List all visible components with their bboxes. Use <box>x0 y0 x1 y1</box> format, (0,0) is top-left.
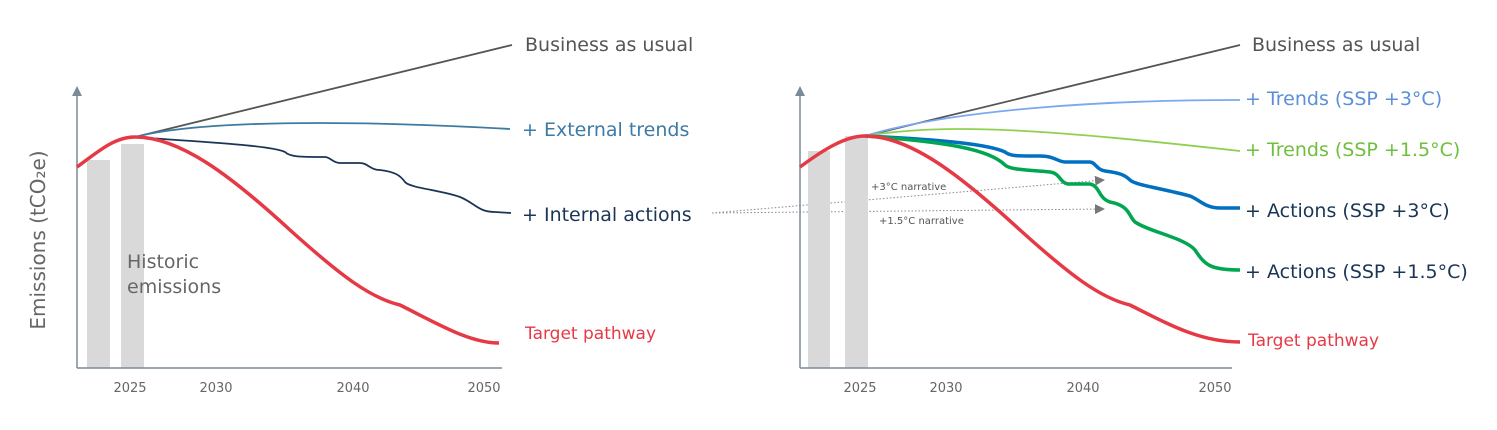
label-internal-actions: + Internal actions <box>522 204 692 226</box>
label-trends-3c: + Trends (SSP +3°C) <box>1245 88 1442 110</box>
historic-bar <box>808 151 830 368</box>
label-external-trends: + External trends <box>522 119 689 141</box>
historic-bar <box>121 144 144 368</box>
target-pathway-line <box>798 134 1241 344</box>
x-tick: 2030 <box>199 381 232 396</box>
right-panel: 2025 2030 2040 2050 +3°C narrative +1.5°… <box>795 34 1468 396</box>
x-tick: 2030 <box>929 381 962 396</box>
narrative-label-15c: +1.5°C narrative <box>879 216 964 227</box>
trends-3c-line <box>864 99 1241 137</box>
trends-15c-line <box>864 128 1241 152</box>
narrative-label-3c: +3°C narrative <box>871 182 946 193</box>
x-tick: 2025 <box>843 381 876 396</box>
actions-15c-line <box>864 134 1241 272</box>
y-axis-arrow-icon <box>72 86 82 96</box>
external-trends-line <box>134 122 511 138</box>
historic-bar <box>845 136 868 368</box>
historic-label: emissions <box>127 276 221 298</box>
target-pathway-line <box>75 135 500 345</box>
x-tick: 2040 <box>336 381 369 396</box>
narrative-arrow-15c <box>711 204 1105 215</box>
x-tick: 2025 <box>113 381 146 396</box>
actions-3c-line <box>864 134 1240 210</box>
x-tick: 2050 <box>467 381 500 396</box>
narrative-arrow-3c <box>711 175 1105 214</box>
historic-bar <box>87 160 110 368</box>
internal-actions-line <box>134 136 512 214</box>
historic-label: Historic <box>127 251 199 273</box>
x-tick: 2040 <box>1066 381 1099 396</box>
label-trends-15c: + Trends (SSP +1.5°C) <box>1245 139 1460 161</box>
label-target-pathway: Target pathway <box>1247 331 1379 351</box>
label-business-as-usual: Business as usual <box>525 34 693 56</box>
x-tick: 2050 <box>1198 381 1231 396</box>
label-actions-15c: + Actions (SSP +1.5°C) <box>1245 261 1468 283</box>
label-business-as-usual: Business as usual <box>1252 34 1420 56</box>
label-target-pathway: Target pathway <box>524 324 656 344</box>
y-axis-arrow-icon <box>795 86 805 96</box>
business-as-usual-line <box>134 44 513 138</box>
left-panel: 2025 2030 2040 2050 Historic emissions B… <box>72 34 693 396</box>
y-axis-label: Emissions (tCO₂e) <box>26 150 50 329</box>
label-actions-3c: + Actions (SSP +3°C) <box>1245 200 1450 222</box>
